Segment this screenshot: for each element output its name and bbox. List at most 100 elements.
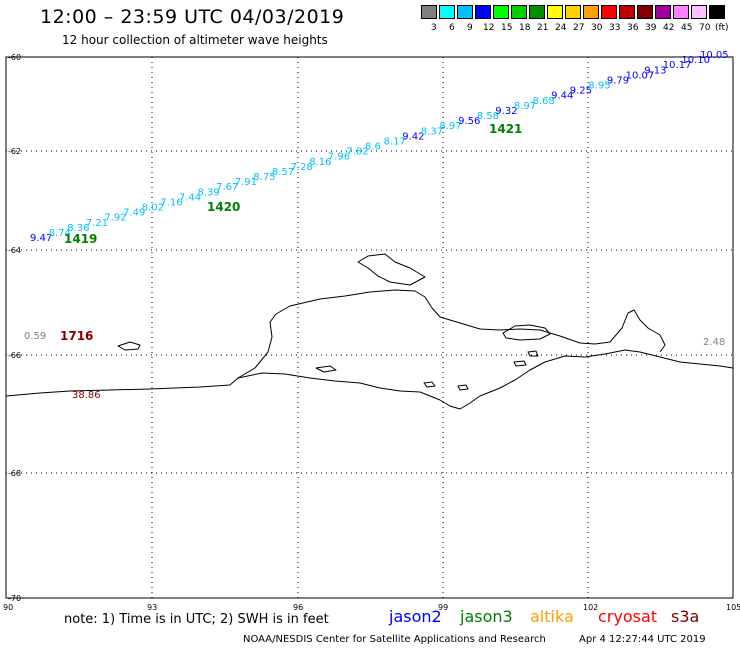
latitude-label: -68 [8,469,21,478]
colorbar-swatch [511,5,527,19]
altimeter-track-labels: 9.478.748.367.217.927.498.027.167.448.39… [24,50,729,401]
colorbar-swatch [583,5,599,19]
swh-value: 8.36 [67,223,89,234]
swh-value: 7.28 [291,162,313,173]
longitude-label: 102 [583,603,598,612]
generated-timestamp: Apr 4 12:27:44 UTC 2019 [579,634,706,645]
swh-value: 10.05 [700,50,729,61]
swh-value: 8.58 [477,111,499,122]
colorbar-tick-label: 21 [537,23,549,33]
map-title: 12:00 – 23:59 UTC 04/03/2019 [40,6,345,28]
graticule [6,57,733,598]
colorbar-swatch [655,5,671,19]
ice-shelf-outline [237,289,666,379]
credit-line: NOAA/NESDIS Center for Satellite Applica… [243,634,546,645]
swh-value: 38.86 [72,390,101,401]
islet [315,365,337,373]
swh-value: 0.59 [24,331,46,342]
swh-value: 8.39 [198,187,220,198]
colorbar-swatch [601,5,617,19]
swh-value: 8.68 [533,96,555,107]
colorbar-swatch [709,5,725,19]
colorbar-tick-label: 45 [681,23,693,33]
satellite-legend-cryosat: cryosat [598,607,658,626]
swh-value: 8.37 [421,126,443,137]
colorbar-tick-label: 3 [431,23,437,33]
swh-value: 7.16 [160,197,182,208]
colorbar-swatch [457,5,473,19]
satellite-legend-jason2: jason2 [389,607,442,626]
swh-value: 7.44 [179,192,201,203]
colorbar-swatch [673,5,689,19]
colorbar-tick-label: 33 [609,23,621,33]
colorbar-tick-label: 12 [483,23,495,33]
colorbar-swatch [493,5,509,19]
swh-value: 7.21 [86,218,108,229]
swh-value: 8.97 [514,101,536,112]
colorbar-swatch [529,5,545,19]
swh-value: 2.48 [703,337,725,348]
swh-value: 7.82 [346,147,368,158]
island-east [502,324,551,341]
longitude-label: 93 [147,603,157,612]
pass-time-label: 1421 [489,122,522,136]
colorbar-swatch [619,5,635,19]
map-subtitle: 12 hour collection of altimeter wave hei… [62,33,328,47]
pass-time-label: 1419 [64,232,97,246]
antarctic-coastline [5,253,734,410]
swh-value: 8.02 [142,203,164,214]
colorbar-tick-label: 6 [449,23,455,33]
colorbar-tick-label: 9 [467,23,473,33]
swh-value: 10.07 [626,70,655,81]
colorbar-tick-label: 70 [699,23,711,33]
pass-time-label: 1716 [60,329,93,343]
swh-value: 9.44 [551,91,573,102]
islet [513,360,527,367]
swh-value: 9.47 [30,233,52,244]
longitude-label: 99 [438,603,448,612]
swh-value: 9.79 [607,75,629,86]
swh-value: 7.92 [104,213,126,224]
swh-value: 8.6 [365,142,381,153]
colorbar-unit: (ft) [715,23,729,33]
swh-value: 8.95 [588,81,610,92]
latitude-label: -64 [8,246,21,255]
latitude-label: -62 [8,147,21,156]
swh-value: 7.49 [123,208,145,219]
colorbar-tick-label: 18 [519,23,531,33]
colorbar-swatch [475,5,491,19]
islet [527,350,539,357]
pass-time-label: 1420 [207,200,240,214]
swh-value: 8.97 [439,121,461,132]
satellite-legend-jason3: jason3 [460,607,513,626]
islet [423,381,436,388]
longitude-label: 96 [293,603,303,612]
swh-value: 8.17 [384,136,406,147]
colorbar-tick-label: 36 [627,23,639,33]
colorbar-swatch [637,5,653,19]
swh-value: 9.42 [402,131,424,142]
swh-value: 10.17 [663,60,692,71]
island-northeast [357,253,426,286]
swh-value: 7.96 [328,152,350,163]
coastline-main [5,349,734,410]
colorbar-swatch [421,5,437,19]
swh-value: 9.32 [495,106,517,117]
swh-value: 9.56 [458,116,480,127]
island-west [117,341,141,351]
swh-value: 7.67 [216,182,238,193]
footnote: note: 1) Time is in UTC; 2) SWH is in fe… [64,612,329,627]
longitude-label: 90 [3,603,13,612]
map-frame [5,56,734,599]
colorbar-tick-label: 42 [663,23,675,33]
swh-value: 10.10 [681,55,710,66]
latitude-label: -70 [8,594,21,603]
satellite-legend-altika: altika [530,607,574,626]
latitude-label: -60 [8,53,21,62]
colorbar-tick-label: 24 [555,23,567,33]
swh-value: 9.25 [570,86,592,97]
satellite-legend-s3a: s3a [671,607,700,626]
